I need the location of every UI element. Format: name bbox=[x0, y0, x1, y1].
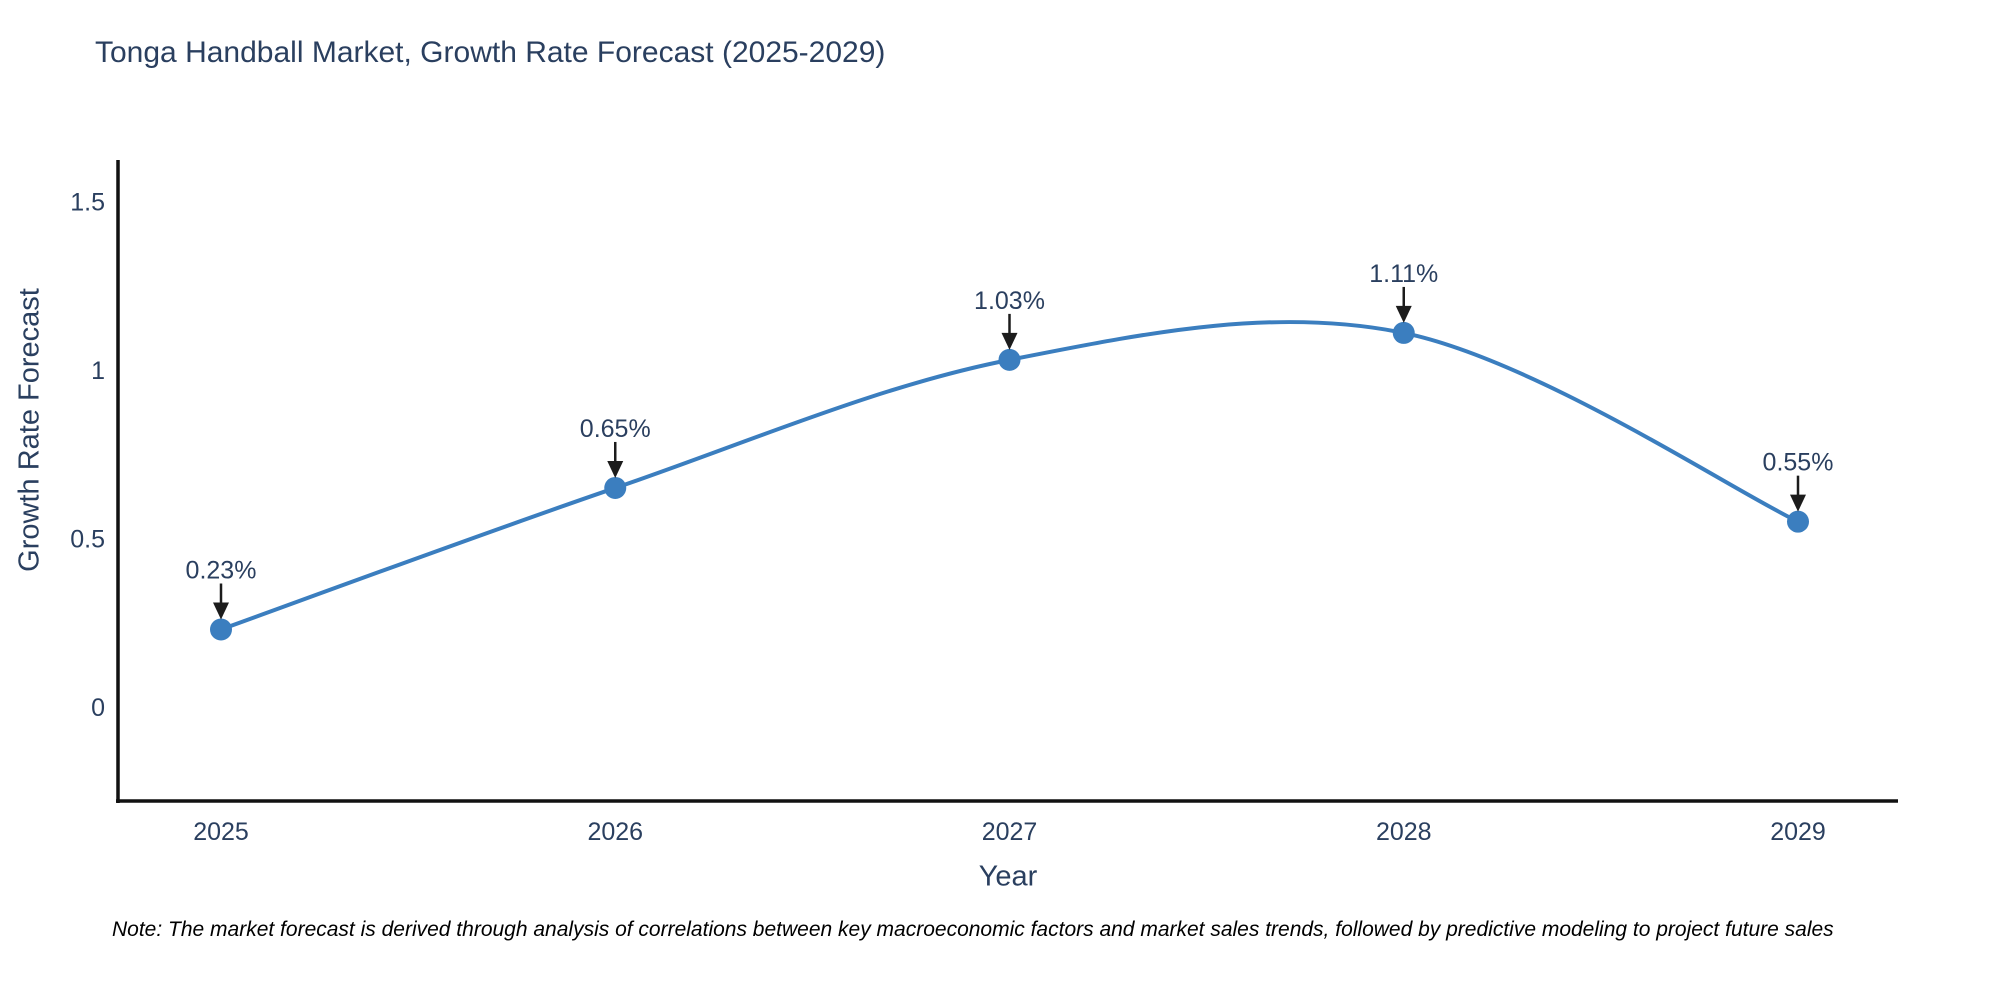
annotation-arrowhead-icon bbox=[1395, 305, 1412, 323]
data-point bbox=[1787, 510, 1809, 533]
x-tick-label: 2028 bbox=[1376, 818, 1432, 846]
x-axis-title: Year bbox=[978, 860, 1038, 893]
y-tick-label: 1 bbox=[91, 357, 105, 385]
annotation-arrowhead-icon bbox=[607, 460, 624, 478]
x-tick-label: 2029 bbox=[1770, 818, 1826, 846]
y-tick-label: 0 bbox=[91, 694, 105, 722]
chart-title: Tonga Handball Market, Growth Rate Forec… bbox=[95, 36, 886, 69]
annotation-arrowhead-icon bbox=[1790, 494, 1806, 512]
annotation-arrowhead-icon bbox=[1001, 332, 1018, 350]
point-annotation-label: 0.55% bbox=[1763, 449, 1834, 477]
data-point bbox=[1392, 321, 1415, 344]
data-point bbox=[604, 476, 627, 499]
point-annotation-label: 0.65% bbox=[580, 415, 651, 443]
x-tick-label: 2025 bbox=[193, 818, 249, 846]
y-tick-label: 0.5 bbox=[70, 526, 105, 554]
data-point bbox=[210, 618, 232, 641]
x-tick-label: 2027 bbox=[982, 818, 1038, 846]
y-tick-label: 1.5 bbox=[70, 189, 105, 217]
point-annotation-label: 0.23% bbox=[186, 556, 257, 584]
point-annotation-label: 1.11% bbox=[1369, 260, 1438, 288]
footnote: Note: The market forecast is derived thr… bbox=[112, 918, 1834, 941]
data-point bbox=[998, 348, 1021, 371]
annotation-arrowhead-icon bbox=[213, 602, 229, 620]
x-tick-label: 2026 bbox=[587, 818, 643, 846]
point-annotation-label: 1.03% bbox=[974, 287, 1045, 315]
